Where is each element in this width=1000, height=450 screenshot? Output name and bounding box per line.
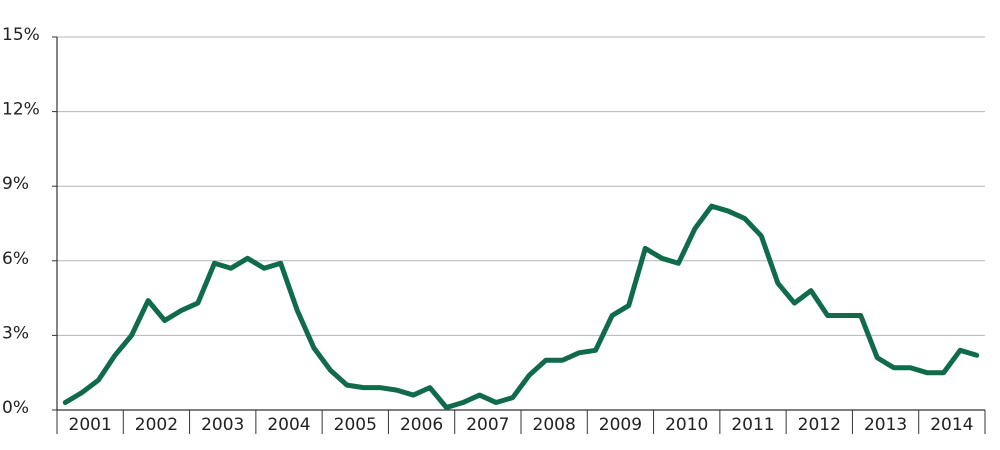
x-tick-label: 2004 [267, 415, 310, 435]
x-tick-label: 2012 [798, 415, 841, 435]
x-tick-label: 2006 [400, 415, 443, 435]
x-tick-label: 2007 [466, 415, 509, 435]
data-line [62, 203, 980, 411]
x-tick-label: 2013 [864, 415, 907, 435]
x-tick-label: 2011 [731, 415, 774, 435]
y-tick-label: 6% [2, 249, 29, 269]
x-tick-label: 2010 [665, 415, 708, 435]
x-tick-label: 2002 [135, 415, 178, 435]
x-tick-label: 2008 [533, 415, 576, 435]
y-tick-label: 15% [2, 25, 40, 45]
y-tick-label: 12% [2, 100, 40, 120]
x-tick-label: 2009 [599, 415, 642, 435]
y-tick-label: 0% [2, 398, 29, 418]
x-tick-label: 2001 [69, 415, 112, 435]
y-tick-label: 3% [2, 323, 29, 343]
x-tick-label: 2003 [201, 415, 244, 435]
x-tick-label: 2014 [930, 415, 973, 435]
x-tick-label: 2005 [334, 415, 377, 435]
y-tick-label: 9% [2, 174, 29, 194]
